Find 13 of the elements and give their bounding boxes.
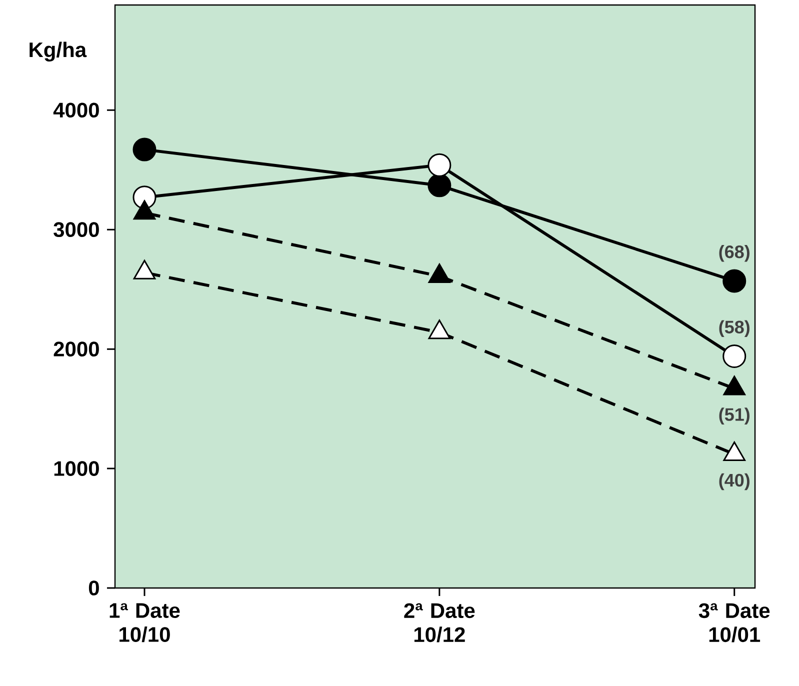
annotation: (40) — [719, 473, 750, 490]
x-tick-label: 3ª Date 10/01 — [698, 603, 770, 642]
y-tick-label: 2000 — [54, 342, 99, 356]
annotation: (68) — [719, 244, 750, 262]
annotation: (51) — [719, 408, 750, 424]
x-tick-label: 2ª Date 10/12 — [404, 603, 475, 642]
y-tick-label: 1000 — [54, 461, 99, 476]
y-axis-title: Kg/ha — [30, 42, 87, 62]
y-tick-label: 4000 — [53, 102, 99, 118]
annotation: (58) — [719, 320, 750, 338]
y-tick-label: 3000 — [54, 222, 99, 238]
x-tick-label: 1ª Date 10/10 — [110, 603, 180, 642]
y-tick-label: 0 — [88, 580, 99, 596]
